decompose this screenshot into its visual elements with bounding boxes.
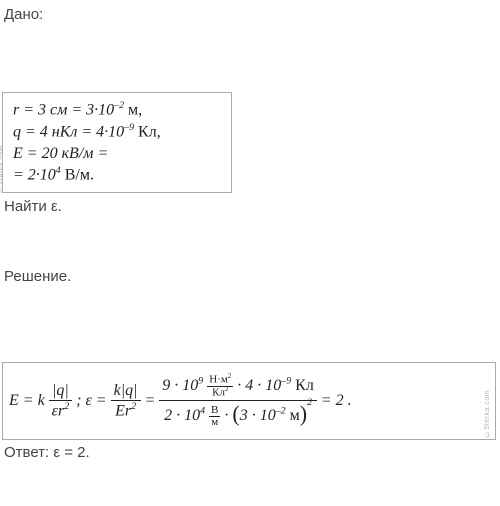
given-heading: Дано: [4,6,43,23]
solution-heading: Решение. [4,268,71,285]
unit-bot: м [209,417,220,428]
lhs-E: E = k [9,392,45,410]
result: = 2 . [321,392,352,410]
find-heading: Найти ε. [4,198,62,215]
given-row-r: r = 3 см = 3·10–2 м, [13,99,223,121]
unit: м, [124,101,142,118]
given-row-e1: E = 20 кВ/м = [13,143,223,165]
unit: Кл, [134,123,161,140]
exp: 9 [198,376,203,387]
equation-row: E = k |q| εr2 ; ε = k|q| Er2 = 9 · 109 Н… [3,363,495,439]
numerator: k|q| [111,382,141,400]
unit: м [286,407,300,424]
exp: 2 [131,401,136,412]
given-box: r = 3 см = 3·10–2 м, q = 4 нКл = 4·10–9 … [2,92,232,193]
frac-q-er2: |q| εr2 [49,382,72,420]
given-row-q: q = 4 нКл = 4·10–9 Кл, [13,121,223,143]
unit-top: В [209,405,220,416]
frac-numeric: 9 · 109 Н·м2 Кл2 · 4 · 10–9 Кл 2 · 104 В… [159,373,317,428]
exp: –9 [281,376,291,387]
unit-frac: В м [209,405,220,428]
solution-box: ©5terka.com E = k |q| εr2 ; ε = k|q| Er2… [2,362,496,440]
exp: 2 [225,386,228,393]
exp: 4 [200,405,205,416]
exp: 2 [64,401,69,412]
unit-frac: Н·м2 Кл2 [207,374,233,398]
unit-top: Н·м [209,374,228,386]
text: 3 · 10 [240,407,276,424]
lhs-eps: ε = [85,392,106,410]
text: Er [115,402,131,419]
paren-r: ) [300,401,307,426]
exp: –2 [276,405,286,416]
given-row-e2: = 2·104 В/м. [13,164,223,186]
exp: –9 [124,122,134,133]
unit: В/м. [61,167,94,184]
denominator: εr2 [49,401,72,420]
outer-exp: 2 [307,397,312,408]
separator: ; [76,392,81,410]
denominator: Er2 [112,401,139,420]
numerator: 9 · 109 Н·м2 Кл2 · 4 · 10–9 Кл [159,373,317,399]
exp: 2 [228,373,231,380]
numerator: |q| [49,382,72,400]
exp: –2 [114,100,124,111]
answer-heading: Ответ: ε = 2. [4,444,90,461]
equals: = [145,392,156,410]
text: r = 3 см = 3·10 [13,101,114,118]
text: = 2·10 [13,167,56,184]
denominator: 2 · 104 В м · (3 · 10–2 м)2 [161,401,315,429]
text: 2 · 10 [164,407,200,424]
text: εr [52,402,65,419]
text: q = 4 нКл = 4·10 [13,123,124,140]
frac-kq-er2: k|q| Er2 [111,382,141,420]
unit: Кл [291,377,314,394]
text: 9 · 10 [162,377,198,394]
text: · 4 · 10 [237,377,281,394]
paren-l: ( [232,401,239,426]
unit-bot: Кл [212,387,225,399]
